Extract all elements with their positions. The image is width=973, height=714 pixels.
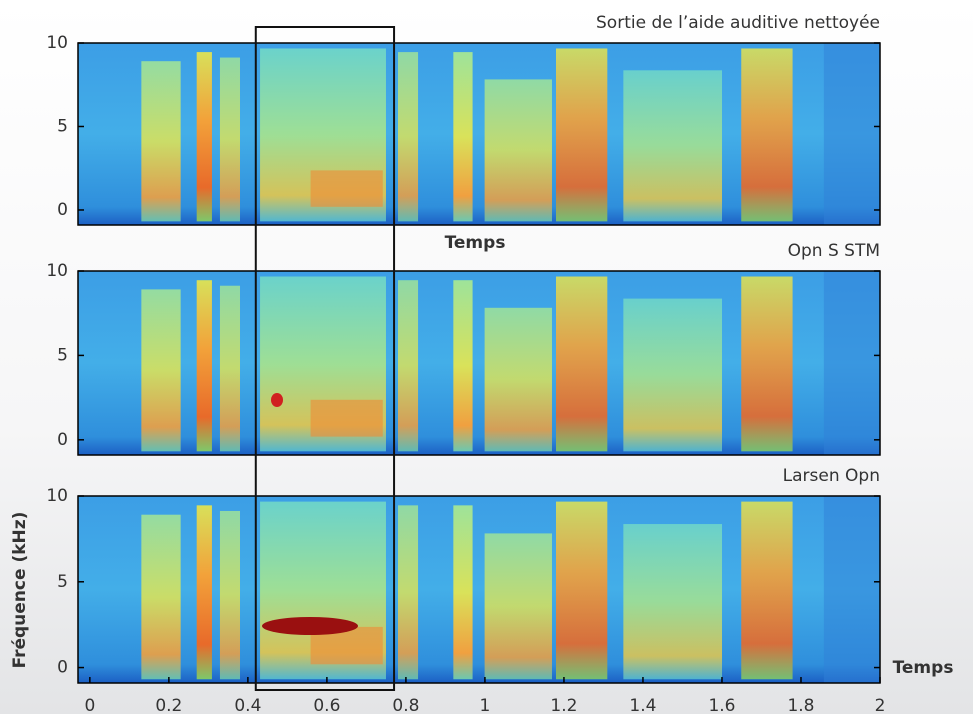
panel-frame — [77, 42, 881, 226]
y-tick-label: 0 — [57, 430, 68, 450]
spectrogram-image — [78, 496, 880, 683]
spectrogram-image — [78, 271, 880, 455]
x-tick-label: 1.4 — [629, 696, 656, 714]
panel-title: Opn S STM — [788, 241, 880, 261]
x-tick-label: 0.4 — [234, 696, 261, 714]
x-tick-label: 1.6 — [708, 696, 735, 714]
panels: Sortie de l’aide auditive nettoyée0510Te… — [10, 13, 953, 714]
panel-frame — [77, 495, 881, 684]
x-axis-label: Temps — [445, 233, 506, 253]
x-tick-label: 0 — [84, 696, 95, 714]
y-axis-label: Fréquence (kHz) — [10, 512, 30, 669]
x-tick-label: 0.8 — [392, 696, 419, 714]
x-axis-label: Temps — [893, 658, 954, 678]
x-tick-label: 0.6 — [313, 696, 340, 714]
y-tick-label: 0 — [57, 658, 68, 678]
y-tick-label: 5 — [57, 116, 68, 136]
panel-frame — [77, 270, 881, 456]
panel-title: Sortie de l’aide auditive nettoyée — [596, 13, 880, 33]
x-tick-label: 1.2 — [550, 696, 577, 714]
artifact — [262, 617, 358, 635]
artifact — [271, 393, 283, 407]
panel-title: Larsen Opn — [783, 466, 880, 486]
highlight-box — [254, 26, 396, 691]
spectrogram-image — [78, 43, 880, 225]
y-tick-label: 5 — [57, 345, 68, 365]
y-tick-label: 10 — [46, 33, 68, 53]
x-tick-label: 1 — [480, 696, 491, 714]
x-tick-label: 0.2 — [155, 696, 182, 714]
y-tick-label: 5 — [57, 572, 68, 592]
y-tick-label: 10 — [46, 486, 68, 506]
y-tick-label: 10 — [46, 261, 68, 281]
x-tick-label: 2 — [875, 696, 886, 714]
x-tick-label: 1.8 — [787, 696, 814, 714]
y-tick-label: 0 — [57, 200, 68, 220]
